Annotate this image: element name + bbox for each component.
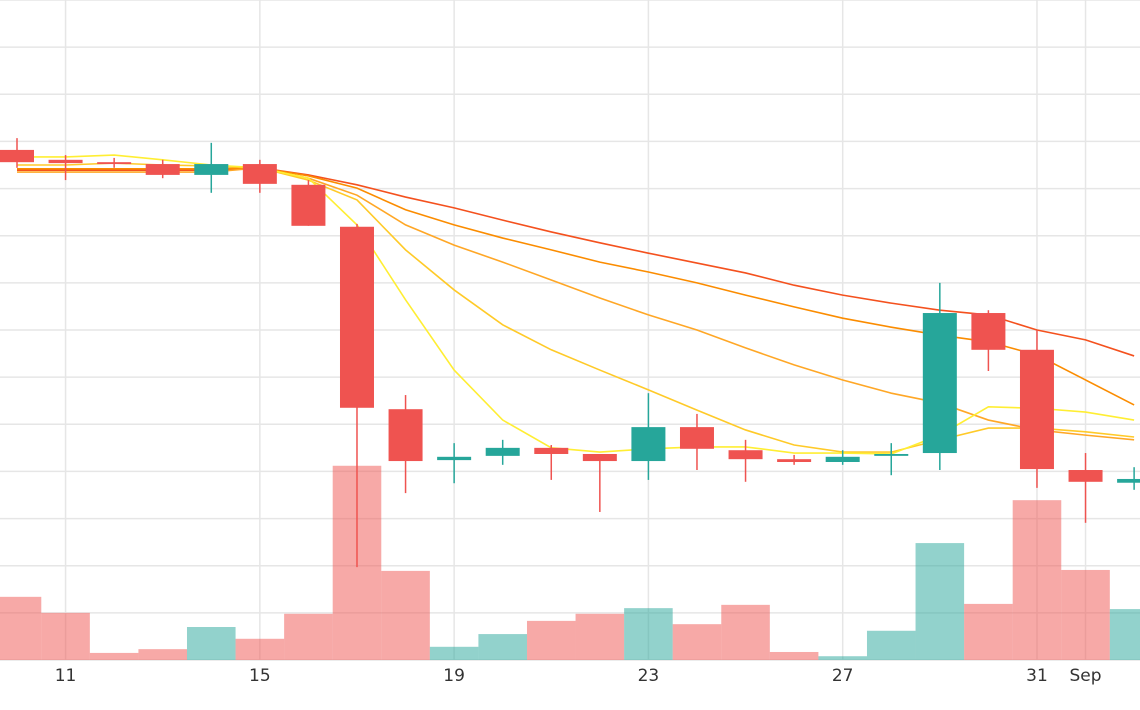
volume-bar (915, 543, 965, 660)
moving-average-line (17, 167, 1135, 441)
candle-body (437, 456, 472, 461)
candle-body (922, 313, 957, 454)
x-tick-label: 11 (55, 666, 77, 686)
volume-bar (1061, 569, 1110, 660)
candle-body (0, 149, 34, 163)
x-tick-label: 19 (443, 666, 465, 686)
candle-body (534, 447, 569, 454)
volume-bar (478, 634, 527, 660)
candle-body (1068, 470, 1103, 482)
volume-bar (769, 651, 819, 660)
candle-body (874, 453, 909, 456)
x-tick-label: 15 (249, 666, 271, 686)
candle-body (679, 427, 714, 449)
volume-bar (186, 627, 236, 660)
moving-average-line (17, 167, 1135, 406)
volume-layer (0, 465, 1140, 660)
volume-bar (672, 624, 722, 660)
volume-bar (1012, 500, 1062, 660)
volume-bar (575, 613, 625, 660)
candle-body (825, 456, 860, 462)
candle-body (1117, 478, 1140, 483)
volume-bar (624, 608, 673, 660)
candle-body (631, 427, 666, 462)
volume-bar (284, 613, 333, 660)
candle-body (728, 450, 763, 460)
volume-bar (381, 570, 430, 660)
moving-average-line (17, 167, 1135, 357)
candle-body (582, 453, 617, 462)
volume-bar (721, 604, 770, 660)
volume-bar (526, 620, 576, 660)
moving-average-line (17, 162, 1135, 453)
candle-body (194, 164, 229, 175)
volume-bar (1109, 609, 1140, 660)
volume-bar (818, 656, 867, 660)
candle-body (388, 409, 423, 462)
volume-bar (866, 630, 916, 660)
volume-bar (429, 646, 479, 660)
candle-body (971, 313, 1006, 350)
x-tick-label: 31 (1026, 666, 1048, 686)
candle-layer (0, 138, 1140, 568)
candle-body (291, 184, 326, 226)
moving-average-line (17, 154, 1135, 455)
volume-bar (41, 612, 90, 660)
candle-body (485, 447, 520, 456)
x-tick-label: Sep (1070, 666, 1102, 686)
candle-body (242, 164, 277, 184)
moving-average-layer (17, 154, 1135, 455)
volume-bar (235, 638, 285, 660)
candle-body (1019, 349, 1054, 470)
candle-body (777, 459, 812, 462)
volume-bar (138, 649, 187, 660)
candle-body (339, 226, 374, 408)
x-tick-label: 23 (638, 666, 660, 686)
volume-bar (0, 596, 42, 660)
candle-body (145, 164, 180, 175)
volume-bar (89, 652, 139, 660)
candle-body (48, 159, 83, 164)
volume-bar (964, 603, 1013, 660)
x-tick-label: 27 (832, 666, 854, 686)
candle-body (97, 162, 132, 165)
grid (0, 0, 1140, 661)
axis-labels: 11 15 19 23 27 31 Sep (55, 666, 1102, 686)
